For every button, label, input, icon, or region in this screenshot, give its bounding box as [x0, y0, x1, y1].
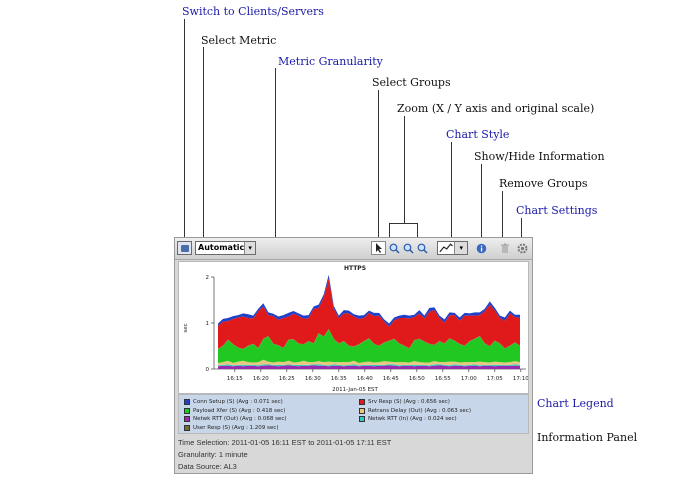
- x-tick-label: 17:10: [513, 376, 528, 382]
- x-tick-label: 16:15: [227, 376, 243, 382]
- callout-chart-legend: Chart Legend: [537, 397, 614, 410]
- toolbar: Automatic ▾ ▾: [175, 238, 532, 260]
- y-axis-label: sec: [183, 323, 189, 332]
- area-series-retrans-delay-out: [218, 359, 520, 366]
- leader-remove-groups: [502, 191, 503, 241]
- chart-settings-button[interactable]: [515, 241, 530, 255]
- y-tick-label: 2: [206, 275, 210, 281]
- x-tick-label: 17:00: [461, 376, 477, 382]
- chart-style-chevron-icon[interactable]: ▾: [454, 242, 467, 254]
- zoom-y-icon: [403, 243, 414, 254]
- remove-groups-button[interactable]: [497, 241, 512, 255]
- area-series-netwk-rtt-in: [218, 364, 520, 367]
- chart-panel: Automatic ▾ ▾ HTTPS sec: [174, 237, 533, 474]
- chart-legend: Conn Setup (S) (Avg : 0.071 sec) Payload …: [178, 394, 529, 434]
- leader-select-groups: [378, 90, 379, 241]
- x-tick-label: 16:25: [279, 376, 295, 382]
- legend-item: Conn Setup (S) (Avg : 0.071 sec): [184, 398, 283, 406]
- leader-zoom-stem: [404, 116, 405, 223]
- y-tick-label: 0: [206, 367, 210, 373]
- leader-zoom-bracket: [389, 223, 418, 224]
- information-panel: Time Selection: 2011-01-05 16:11 EST to …: [175, 436, 532, 473]
- info-time-selection: Time Selection: 2011-01-05 16:11 EST to …: [178, 438, 392, 447]
- leader-show-hide: [481, 164, 482, 241]
- legend-label: Conn Setup (S) (Avg : 0.071 sec): [193, 399, 283, 405]
- legend-item: User Resp (S) (Avg : 1.209 sec): [184, 424, 278, 432]
- zoom-y-button[interactable]: [401, 241, 416, 255]
- zoom-x-button[interactable]: [387, 241, 402, 255]
- callout-select-metric: Select Metric: [201, 34, 277, 47]
- legend-item: Retrans Delay (Out) (Avg : 0.063 sec): [359, 407, 471, 415]
- granularity-value: Automatic: [198, 243, 245, 252]
- legend-swatch: [359, 416, 365, 422]
- leader-chart-style: [451, 142, 452, 241]
- clients-servers-icon: [180, 244, 189, 252]
- legend-item: Payload Xfer (S) (Avg : 0.418 sec): [184, 407, 285, 415]
- zoom-reset-button[interactable]: [415, 241, 430, 255]
- x-tick-label: 16:40: [357, 376, 373, 382]
- legend-label: Retrans Delay (Out) (Avg : 0.063 sec): [368, 407, 471, 414]
- leader-switch: [184, 19, 185, 241]
- legend-item: Netwk RTT (Out) (Avg : 0.068 sec): [184, 415, 286, 423]
- legend-label: User Resp (S) (Avg : 1.209 sec): [193, 424, 279, 431]
- trash-icon: [500, 243, 509, 253]
- info-icon: [476, 243, 487, 253]
- zoom-reset-icon: [417, 243, 428, 254]
- x-tick-label: 16:50: [409, 376, 425, 382]
- legend-label: Netwk RTT (Out) (Avg : 0.068 sec): [193, 416, 287, 422]
- stacked-area-chart: HTTPS sec 2011-Jan-05 EST 0 1 2 16:15 16:20 1…: [183, 265, 529, 393]
- area-series-srv-resp-s: [218, 278, 520, 349]
- legend-swatch: [184, 416, 190, 422]
- leader-zoom-left: [389, 223, 390, 241]
- zoom-x-icon: [389, 243, 400, 254]
- chart-title: HTTPS: [344, 265, 366, 272]
- legend-swatch: [359, 399, 365, 405]
- legend-item: Srv Resp (S) (Avg : 0.656 sec): [359, 398, 450, 406]
- x-tick-label: 16:45: [383, 376, 399, 382]
- legend-label: Netwk RTT (In) (Avg : 0.024 sec): [368, 416, 457, 422]
- chart-style-icon: [439, 243, 453, 253]
- area-series-conn-setup-s: [218, 274, 520, 327]
- x-tick-label: 16:20: [253, 376, 269, 382]
- info-data-source: Data Source: AL3: [178, 462, 237, 471]
- granularity-select[interactable]: Automatic ▾: [195, 241, 256, 255]
- show-hide-info-button[interactable]: [474, 241, 489, 255]
- x-tick-label: 16:55: [435, 376, 451, 382]
- select-arrow-icon: [375, 243, 382, 253]
- dropdown-chevron-icon[interactable]: ▾: [244, 242, 255, 254]
- chart-style-select[interactable]: ▾: [437, 241, 468, 255]
- x-axis-label: 2011-Jan-05 EST: [332, 387, 378, 393]
- settings-gear-icon: [517, 243, 528, 253]
- callout-show-hide-info: Show/Hide Information: [474, 150, 605, 163]
- x-tick-label: 17:05: [487, 376, 503, 382]
- select-groups-button[interactable]: [371, 241, 386, 255]
- area-series-netwk-rtt-out: [218, 365, 520, 369]
- x-tick-label: 16:30: [305, 376, 321, 382]
- callout-switch-clients-servers: Switch to Clients/Servers: [182, 5, 324, 18]
- callout-zoom: Zoom (X / Y axis and original scale): [397, 102, 595, 115]
- legend-swatch: [184, 424, 190, 431]
- callout-remove-groups: Remove Groups: [499, 177, 588, 190]
- legend-swatch: [359, 407, 365, 414]
- legend-label: Srv Resp (S) (Avg : 0.656 sec): [368, 399, 450, 405]
- leader-zoom-right: [417, 223, 418, 241]
- leader-granularity: [275, 68, 276, 241]
- legend-swatch: [184, 407, 190, 414]
- callout-metric-granularity: Metric Granularity: [278, 55, 383, 68]
- legend-swatch: [184, 399, 190, 405]
- info-granularity: Granularity: 1 minute: [178, 450, 248, 459]
- clients-servers-button[interactable]: [177, 241, 192, 255]
- callout-chart-settings: Chart Settings: [516, 204, 598, 217]
- area-series-payload-xfer-s: [218, 329, 520, 364]
- x-tick-label: 16:35: [331, 376, 347, 382]
- chart-area: HTTPS sec 2011-Jan-05 EST 0 1 2 16:15 16:20 1…: [178, 261, 529, 394]
- legend-label: Payload Xfer (S) (Avg : 0.418 sec): [193, 407, 286, 414]
- y-tick-label: 1: [206, 321, 210, 327]
- leader-select-metric: [203, 47, 204, 241]
- leader-settings: [521, 218, 522, 241]
- callout-select-groups: Select Groups: [372, 76, 451, 89]
- callout-information-panel: Information Panel: [537, 431, 638, 444]
- legend-item: Netwk RTT (In) (Avg : 0.024 sec): [359, 415, 457, 423]
- callout-chart-style: Chart Style: [446, 128, 510, 141]
